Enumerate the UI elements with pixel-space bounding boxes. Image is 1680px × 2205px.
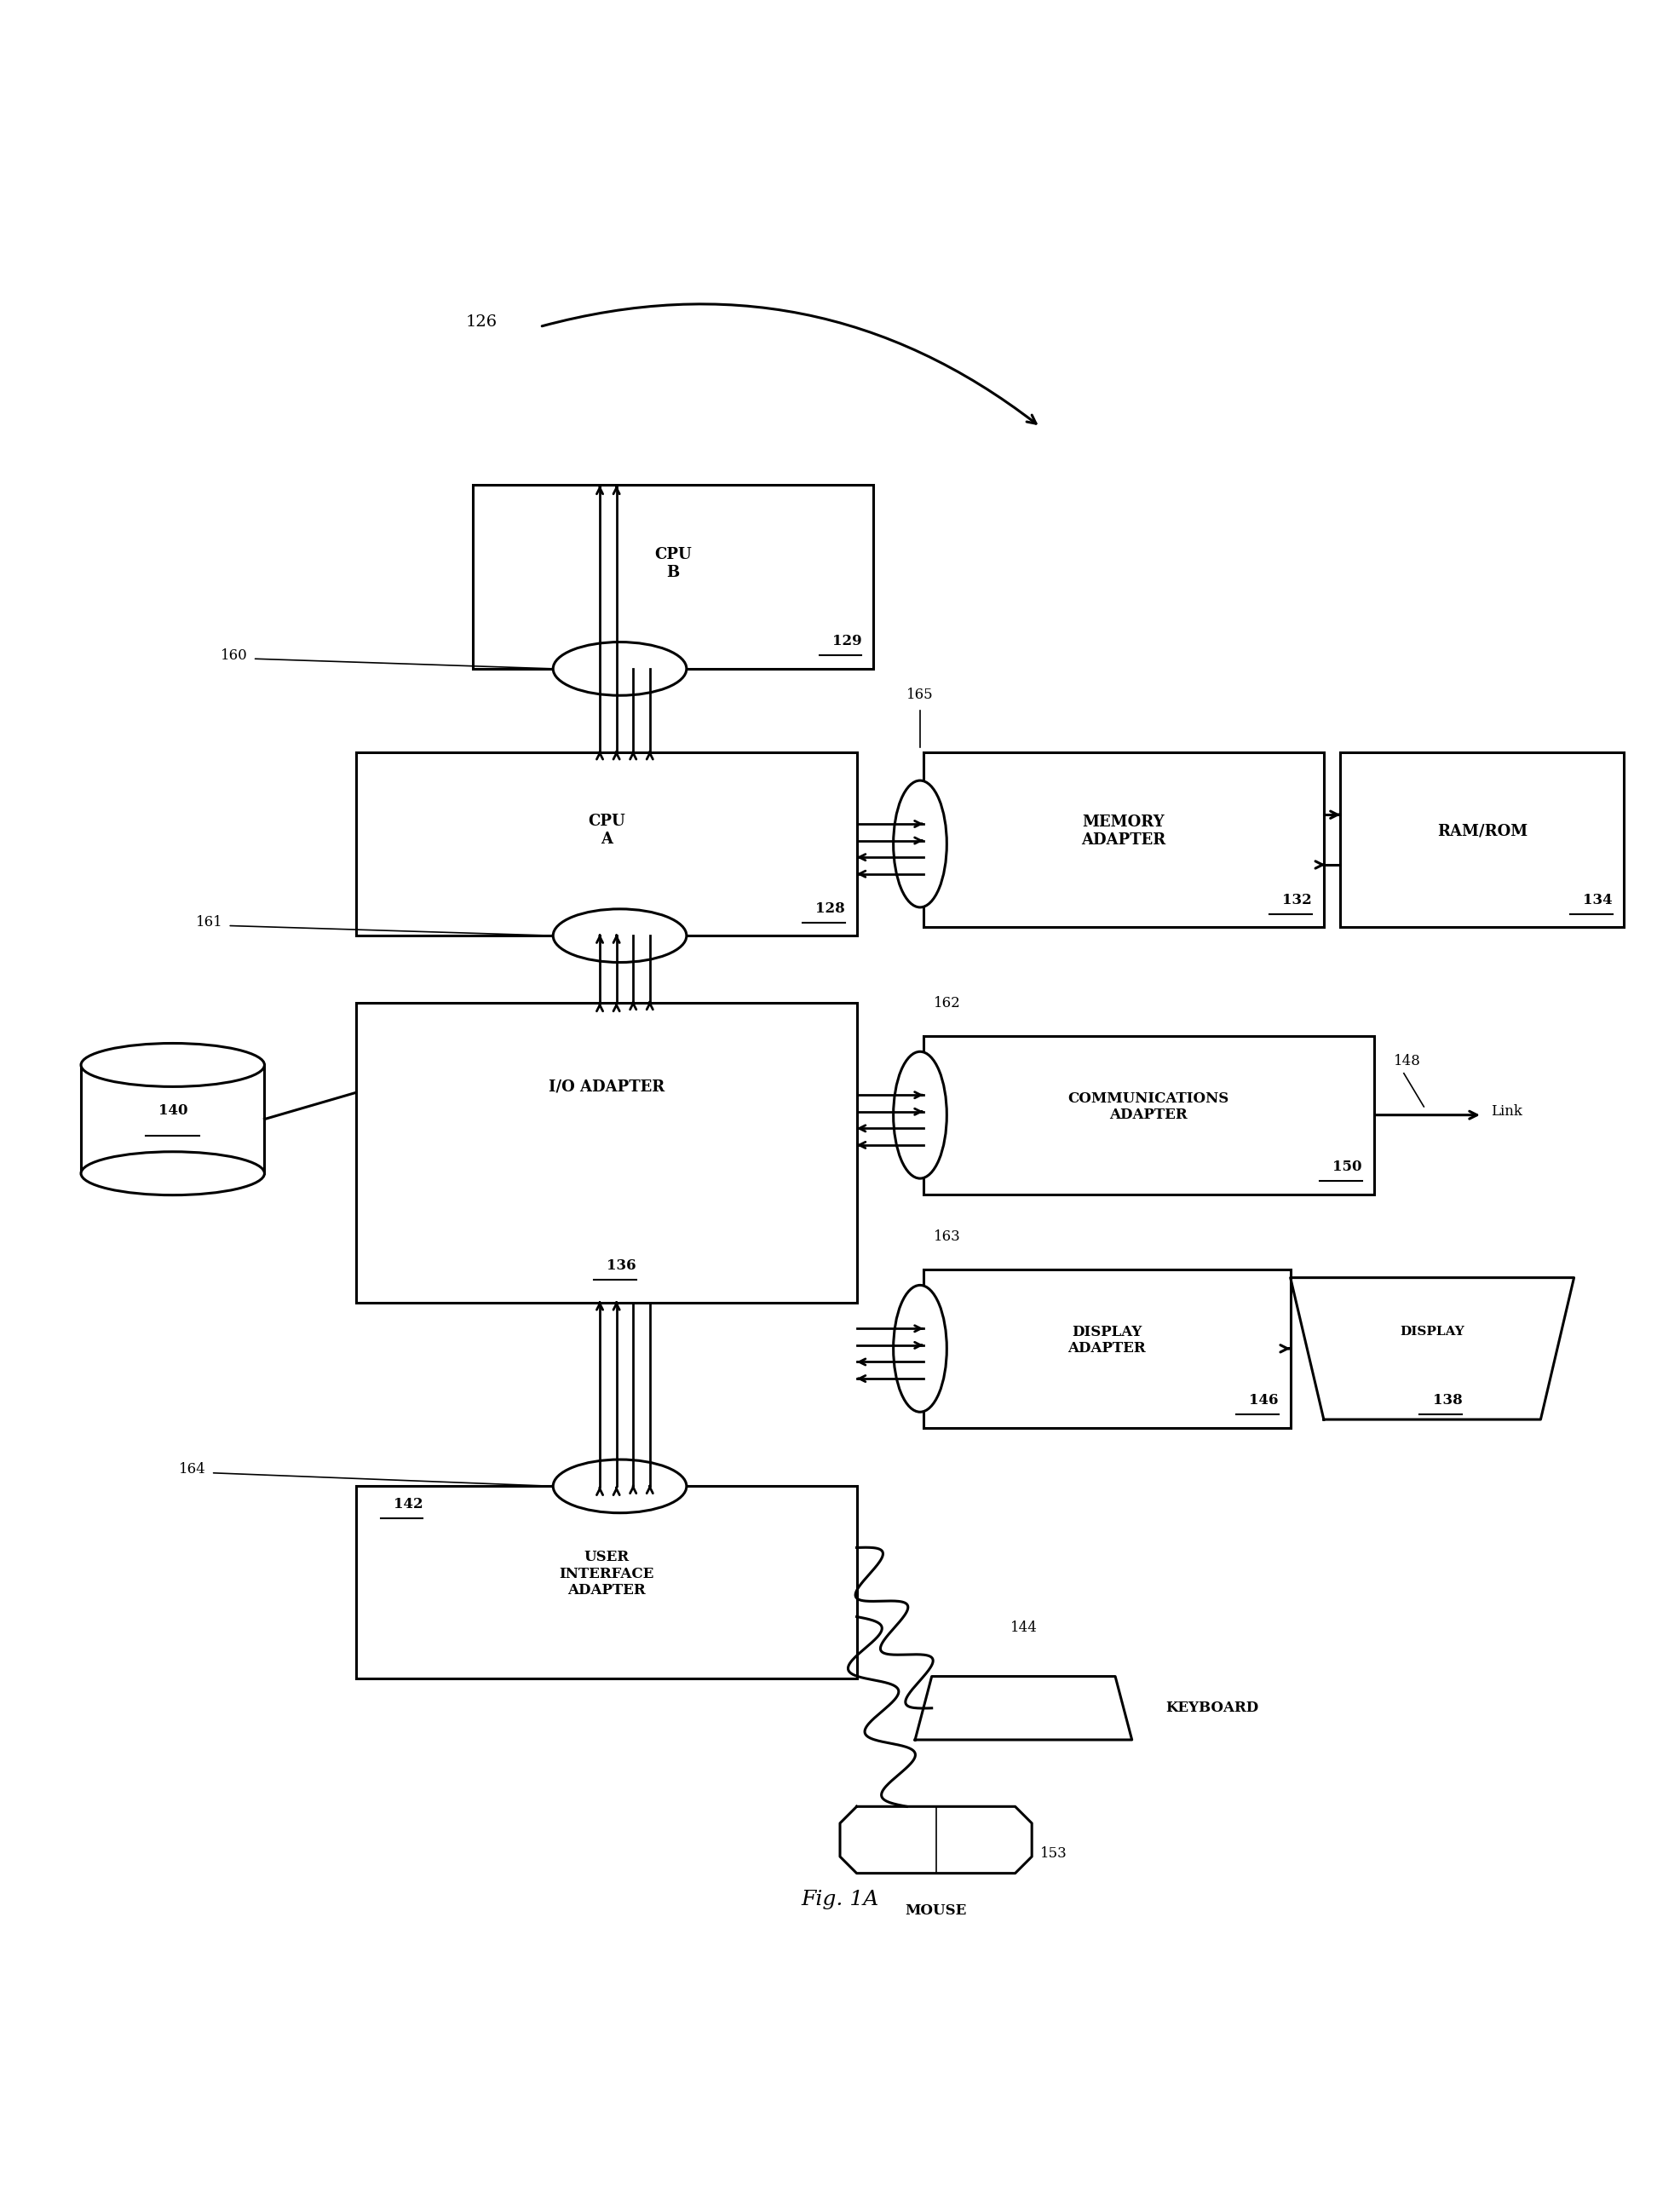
Ellipse shape <box>894 1286 948 1411</box>
Text: Link: Link <box>1490 1105 1522 1118</box>
Text: 162: 162 <box>934 997 961 1010</box>
FancyBboxPatch shape <box>356 1486 857 1678</box>
Ellipse shape <box>894 1052 948 1177</box>
Text: CPU
B: CPU B <box>655 547 692 580</box>
FancyBboxPatch shape <box>81 1065 264 1173</box>
Text: 140: 140 <box>158 1102 188 1118</box>
Text: 134: 134 <box>1583 893 1613 906</box>
Text: 163: 163 <box>934 1230 961 1244</box>
FancyBboxPatch shape <box>924 752 1324 928</box>
Text: 161: 161 <box>197 915 223 931</box>
FancyBboxPatch shape <box>474 485 874 668</box>
Text: 142: 142 <box>393 1497 423 1510</box>
Text: 164: 164 <box>180 1462 207 1477</box>
Text: COMMUNICATIONS
ADAPTER: COMMUNICATIONS ADAPTER <box>1068 1091 1230 1122</box>
Ellipse shape <box>553 908 687 961</box>
Text: 150: 150 <box>1332 1160 1362 1175</box>
Ellipse shape <box>81 1043 264 1087</box>
Text: 160: 160 <box>220 648 249 664</box>
Text: 153: 153 <box>1040 1846 1067 1861</box>
Text: 128: 128 <box>815 902 845 915</box>
FancyBboxPatch shape <box>1341 752 1625 928</box>
Text: RAM/ROM: RAM/ROM <box>1436 825 1527 840</box>
Polygon shape <box>916 1676 1132 1740</box>
Text: DISPLAY
ADAPTER: DISPLAY ADAPTER <box>1068 1325 1146 1356</box>
Text: MOUSE: MOUSE <box>906 1903 966 1918</box>
Text: DISPLAY: DISPLAY <box>1399 1325 1465 1338</box>
Text: 144: 144 <box>1010 1621 1037 1634</box>
Text: I/O ADAPTER: I/O ADAPTER <box>548 1078 665 1094</box>
Text: 129: 129 <box>832 635 862 648</box>
Text: Fig. 1A: Fig. 1A <box>801 1890 879 1910</box>
Ellipse shape <box>553 1460 687 1513</box>
FancyBboxPatch shape <box>924 1270 1290 1429</box>
Text: 138: 138 <box>1433 1394 1462 1407</box>
Ellipse shape <box>894 781 948 906</box>
Text: USER
INTERFACE
ADAPTER: USER INTERFACE ADAPTER <box>559 1550 654 1599</box>
Text: KEYBOARD: KEYBOARD <box>1166 1700 1258 1715</box>
FancyBboxPatch shape <box>356 1003 857 1303</box>
Text: 165: 165 <box>907 688 934 701</box>
Text: MEMORY
ADAPTER: MEMORY ADAPTER <box>1082 816 1166 849</box>
Ellipse shape <box>81 1151 264 1195</box>
Text: 126: 126 <box>465 313 497 329</box>
FancyBboxPatch shape <box>356 752 857 935</box>
Text: 136: 136 <box>606 1259 637 1272</box>
Polygon shape <box>840 1806 1032 1874</box>
FancyBboxPatch shape <box>924 1036 1374 1195</box>
Text: CPU
A: CPU A <box>588 814 625 847</box>
Ellipse shape <box>553 642 687 695</box>
Text: 132: 132 <box>1282 893 1312 906</box>
Text: 148: 148 <box>1394 1054 1421 1067</box>
Polygon shape <box>1290 1277 1574 1420</box>
Text: 146: 146 <box>1250 1394 1278 1407</box>
